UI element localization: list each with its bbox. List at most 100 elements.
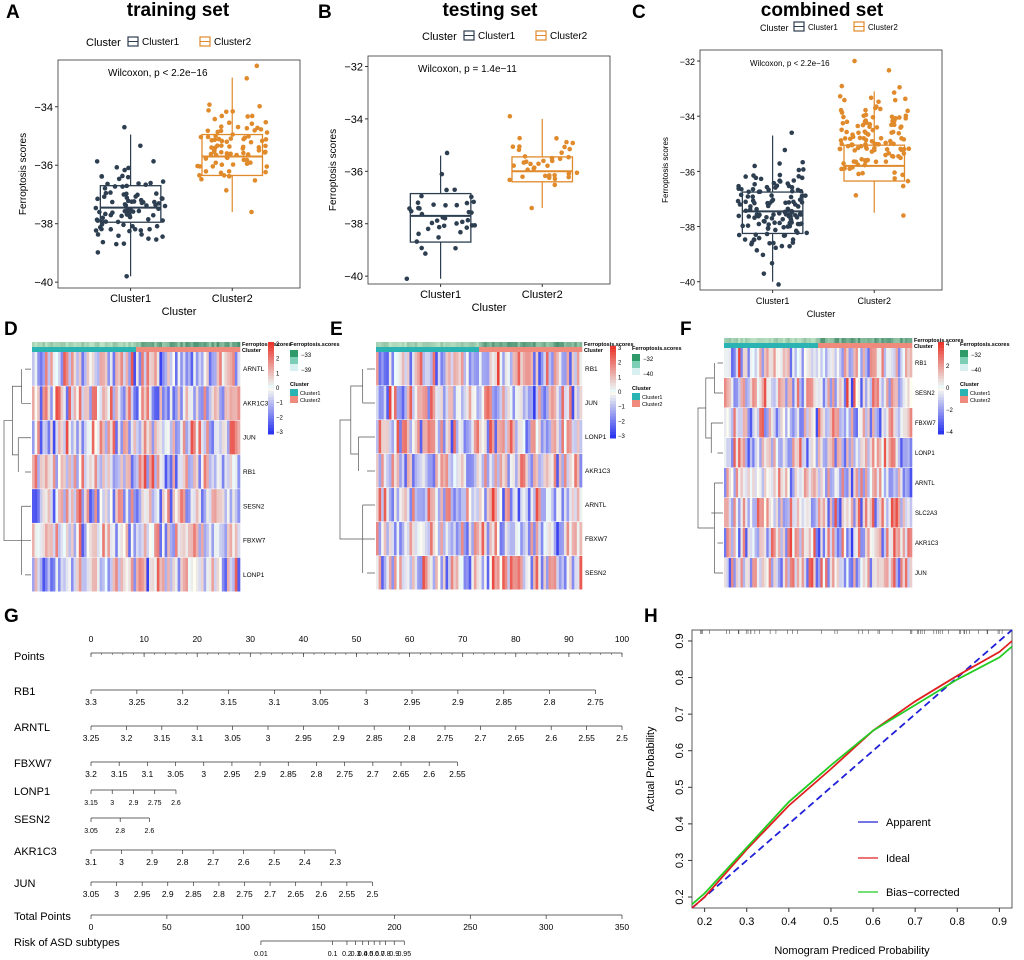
heatmap-cell [81,523,85,558]
heatmap-cell [745,558,748,588]
data-point [777,178,782,183]
scale-swatch [610,431,616,436]
heatmap-cell [867,528,870,558]
heatmap-cell [198,386,202,421]
heatmap-cell [180,489,184,523]
heatmap-cell [775,408,779,438]
data-point [837,93,843,99]
scale-tick-label: 0 [618,390,622,396]
data-point [552,182,558,188]
heatmap-cell [440,352,444,386]
annot-cluster-cell [123,347,126,352]
heatmap-cell [886,468,889,498]
heatmap-cell [726,498,729,528]
annot-score-cell [167,342,171,347]
heatmap-cell [39,352,43,386]
heatmap-cell [68,386,72,421]
heatmap-cell [169,420,173,455]
scale-swatch [938,421,944,426]
heatmap-cell [806,468,809,498]
heatmap-cell [159,352,163,386]
data-point [94,217,100,223]
heatmap-cell [775,378,779,408]
heatmap-cell [84,420,87,455]
data-point [162,203,168,209]
annot-score-cell [803,338,807,343]
annot-cluster-cell [185,347,189,352]
data-point [256,145,262,150]
heatmap-cell [803,408,807,438]
annot-score-cell [391,342,395,347]
heatmap-cell [65,386,69,421]
heatmap-cell [815,378,819,408]
data-point [754,248,760,253]
heatmap-cell [133,386,137,421]
heatmap-cell [162,557,165,592]
annot-score-cell [412,342,415,347]
heatmap-cell [834,408,838,438]
x-tick-label: 0.5 [823,916,838,928]
heatmap-cell [502,556,506,590]
heatmap-cell [771,468,774,498]
heatmap-cell [509,454,513,488]
heatmap-cell [208,454,212,489]
heatmap-cell [522,386,526,420]
heatmap-cell [504,522,508,556]
heatmap-cell [768,408,772,438]
annot-score-cell [763,338,767,343]
heatmap-cell [123,523,126,558]
heatmap-cell [201,420,204,455]
heatmap-cell [52,523,56,558]
data-point [891,90,897,95]
data-point [785,224,791,229]
heatmap-cell [773,348,776,378]
annot-score-cell [569,342,572,347]
data-point [853,159,859,165]
heatmap-cell [556,352,560,386]
heatmap-cell [900,558,903,588]
data-point [756,235,762,241]
heatmap-cell [463,488,467,522]
annot-score-cell [136,342,139,347]
heatmap-cell [515,488,518,522]
heatmap-cell [52,386,56,421]
heatmap-cell [545,522,549,556]
heatmap-cell [869,558,873,588]
annot-cluster-cell [414,347,418,352]
heatmap-cell [141,352,145,386]
heatmap-cell [763,468,767,498]
heatmap-cell [73,454,77,489]
annot-cluster-cell [141,347,145,352]
heatmap-cell [221,454,225,489]
scale-tick-label: −2 [618,419,626,425]
annot-cluster-cell [801,343,805,348]
heatmap-cell [860,498,863,528]
heatmap-cell [58,352,61,386]
heatmap-cell [180,454,184,489]
heatmap-cell [63,557,67,592]
heatmap-cell [468,352,472,386]
heatmap-cell [391,556,395,590]
heatmap-cell [556,522,560,556]
annot-score-cell [566,342,570,347]
nomogram-row-label: Total Points [14,911,71,923]
annot-score-cell [886,338,889,343]
data-point [419,245,424,251]
heatmap-cell [404,420,408,454]
heatmap-cell [778,528,781,558]
heatmap-cell [822,498,826,528]
scale-swatch [268,360,274,364]
heatmap-cell [792,438,795,468]
data-point [799,175,805,181]
heatmap-cell [579,352,583,386]
heatmap-cell [175,523,178,558]
heatmap-cell [383,420,387,454]
heatmap-cell [229,489,233,523]
annot-cluster-cell [489,347,493,352]
annot-score-cell [430,342,433,347]
heatmap-cell [499,352,503,386]
heatmap-cell [391,488,395,522]
heatmap-cell [60,420,64,455]
heatmap-cell [65,420,69,455]
heatmap-cell [424,556,428,590]
